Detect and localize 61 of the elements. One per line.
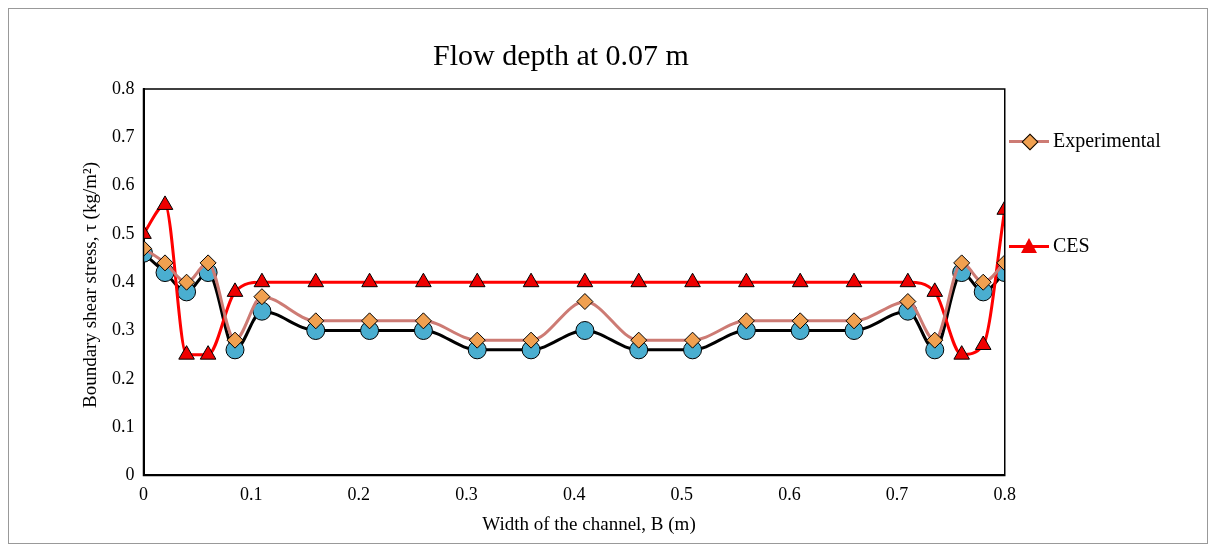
point: [926, 331, 944, 349]
point: [845, 312, 863, 330]
point: [791, 312, 809, 330]
point: [737, 312, 755, 330]
point: [156, 254, 174, 272]
point: [178, 273, 196, 291]
point: [361, 272, 378, 288]
point: [684, 272, 701, 288]
point: [791, 272, 809, 288]
point: [576, 293, 594, 311]
x-tick-label: 0.3: [455, 483, 478, 504]
x-tick-label: 0.7: [885, 483, 909, 504]
y-tick-label: 0.8: [112, 77, 135, 98]
x-tick-label: 0.1: [239, 483, 263, 504]
x-tick-label: 0.2: [347, 483, 371, 504]
point: [252, 301, 272, 321]
point: [468, 272, 486, 288]
y-tick-label: 0.4: [112, 270, 135, 291]
point: [253, 272, 271, 288]
x-tick-label: 0.6: [778, 483, 801, 504]
x-tick-label: 0: [139, 483, 148, 504]
point: [226, 331, 244, 349]
point: [522, 331, 540, 349]
y-tick-label: 0.5: [112, 222, 135, 243]
point: [630, 272, 648, 288]
y-tick-label: 0: [125, 464, 135, 485]
point: [630, 331, 648, 349]
point: [522, 272, 540, 288]
y-tick-label: 0.3: [112, 319, 135, 340]
point: [361, 312, 379, 330]
point: [845, 272, 863, 288]
point: [974, 273, 992, 291]
point: [414, 312, 432, 330]
point: [926, 282, 944, 297]
chart-title: Flow depth at 0.07 m: [433, 37, 689, 71]
y-tick-label: 0.1: [112, 415, 135, 436]
y-axis-title: Boundary shear stress, τ (kg/m²): [79, 161, 101, 409]
point: [738, 272, 755, 288]
point: [468, 331, 486, 349]
legend-label: CES: [1053, 234, 1090, 257]
point: [899, 272, 917, 288]
legend-label: Experimental: [1053, 129, 1161, 152]
point: [307, 312, 325, 330]
point: [953, 254, 971, 272]
x-axis-title: Width of the channel, B (m): [481, 513, 697, 535]
y-tick-label: 0.6: [112, 174, 135, 195]
point: [576, 272, 594, 288]
point: [415, 272, 432, 288]
x-tick-label: 0.8: [993, 483, 1016, 504]
point: [199, 254, 217, 272]
x-tick-label: 0.4: [562, 483, 586, 504]
point: [684, 331, 702, 349]
x-tick-label: 0.5: [670, 483, 694, 504]
point: [899, 293, 917, 311]
y-tick-label: 0.7: [112, 126, 135, 147]
point: [307, 272, 325, 288]
point: [253, 288, 271, 306]
y-tick-label: 0.2: [112, 367, 135, 388]
point: [575, 321, 595, 340]
point: [156, 195, 174, 210]
point: [226, 282, 244, 297]
